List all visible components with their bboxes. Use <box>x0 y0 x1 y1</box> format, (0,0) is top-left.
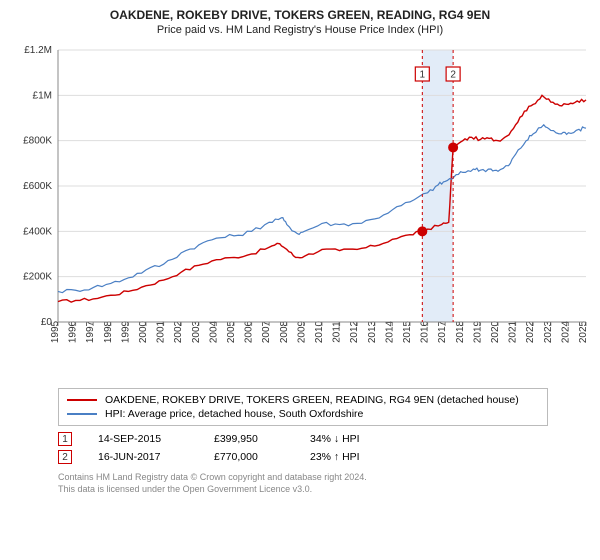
x-tick-label: 2019 <box>472 320 483 343</box>
legend: OAKDENE, ROKEBY DRIVE, TOKERS GREEN, REA… <box>58 388 548 426</box>
x-tick-label: 2009 <box>296 320 307 343</box>
chart-title: OAKDENE, ROKEBY DRIVE, TOKERS GREEN, REA… <box>10 8 590 22</box>
sale-badge: 1 <box>58 432 72 446</box>
legend-swatch <box>67 413 97 415</box>
x-tick-label: 2014 <box>384 320 395 343</box>
x-tick-label: 2006 <box>244 320 255 343</box>
marker-label-2: 2 <box>450 70 456 81</box>
x-tick-label: 2012 <box>349 320 360 343</box>
x-tick-label: 2023 <box>543 320 554 343</box>
x-tick-label: 2025 <box>578 320 589 343</box>
sale-row: 2 16-JUN-2017 £770,000 23% ↑ HPI <box>58 448 590 466</box>
footer-line1: Contains HM Land Registry data © Crown c… <box>58 472 590 484</box>
chart-svg: £0£200K£400K£600K£800K£1M£1.2M1995199619… <box>10 42 590 382</box>
y-tick-label: £400K <box>23 226 52 237</box>
x-tick-label: 2017 <box>437 320 448 343</box>
x-tick-label: 2011 <box>332 321 343 343</box>
x-tick-label: 1995 <box>50 320 61 343</box>
footer-line2: This data is licensed under the Open Gov… <box>58 484 590 496</box>
chart-container: OAKDENE, ROKEBY DRIVE, TOKERS GREEN, REA… <box>0 0 600 560</box>
sales-table: 1 14-SEP-2015 £399,950 34% ↓ HPI 2 16-JUN-201… <box>58 430 590 466</box>
sale-date: 16-JUN-2017 <box>98 451 188 463</box>
legend-row: HPI: Average price, detached house, Sout… <box>67 407 539 421</box>
legend-row: OAKDENE, ROKEBY DRIVE, TOKERS GREEN, REA… <box>67 393 539 407</box>
x-tick-label: 2007 <box>261 320 272 343</box>
chart-area: £0£200K£400K£600K£800K£1M£1.2M1995199619… <box>10 42 590 382</box>
sale-price: £399,950 <box>214 433 284 445</box>
x-tick-label: 1998 <box>103 320 114 343</box>
x-tick-label: 2010 <box>314 320 325 343</box>
sale-relative: 23% ↑ HPI <box>310 451 400 463</box>
sale-relative: 34% ↓ HPI <box>310 433 400 445</box>
series-property <box>58 95 586 302</box>
sale-row: 1 14-SEP-2015 £399,950 34% ↓ HPI <box>58 430 590 448</box>
sale-badge: 2 <box>58 450 72 464</box>
x-tick-label: 2021 <box>508 320 519 343</box>
sale-price: £770,000 <box>214 451 284 463</box>
x-tick-label: 2008 <box>279 320 290 343</box>
chart-subtitle: Price paid vs. HM Land Registry's House … <box>10 24 590 36</box>
legend-label: HPI: Average price, detached house, Sout… <box>105 408 363 420</box>
x-tick-label: 2004 <box>208 320 219 343</box>
series-hpi <box>58 125 586 293</box>
footer-attribution: Contains HM Land Registry data © Crown c… <box>58 472 590 495</box>
marker-label-1: 1 <box>420 70 426 81</box>
y-tick-label: £1.2M <box>24 45 52 56</box>
y-tick-label: £600K <box>23 181 52 192</box>
x-tick-label: 1997 <box>85 320 96 343</box>
y-tick-label: £1M <box>33 90 52 101</box>
x-tick-label: 2018 <box>455 320 466 343</box>
x-tick-label: 2015 <box>402 320 413 343</box>
sale-dot-1 <box>418 227 427 236</box>
y-tick-label: £200K <box>23 272 52 283</box>
x-tick-label: 2024 <box>560 320 571 343</box>
y-tick-label: £800K <box>23 136 52 147</box>
x-tick-label: 2013 <box>367 320 378 343</box>
x-tick-label: 2002 <box>173 320 184 343</box>
x-tick-label: 1996 <box>68 320 79 343</box>
x-tick-label: 2003 <box>191 320 202 343</box>
legend-label: OAKDENE, ROKEBY DRIVE, TOKERS GREEN, REA… <box>105 394 519 406</box>
sale-dot-2 <box>449 143 458 152</box>
sale-date: 14-SEP-2015 <box>98 433 188 445</box>
x-tick-label: 1999 <box>120 320 131 343</box>
legend-swatch <box>67 399 97 401</box>
x-tick-label: 2016 <box>420 320 431 343</box>
x-tick-label: 2022 <box>525 320 536 343</box>
x-tick-label: 2020 <box>490 320 501 343</box>
x-tick-label: 2000 <box>138 320 149 343</box>
x-tick-label: 2005 <box>226 320 237 343</box>
x-tick-label: 2001 <box>156 320 167 343</box>
